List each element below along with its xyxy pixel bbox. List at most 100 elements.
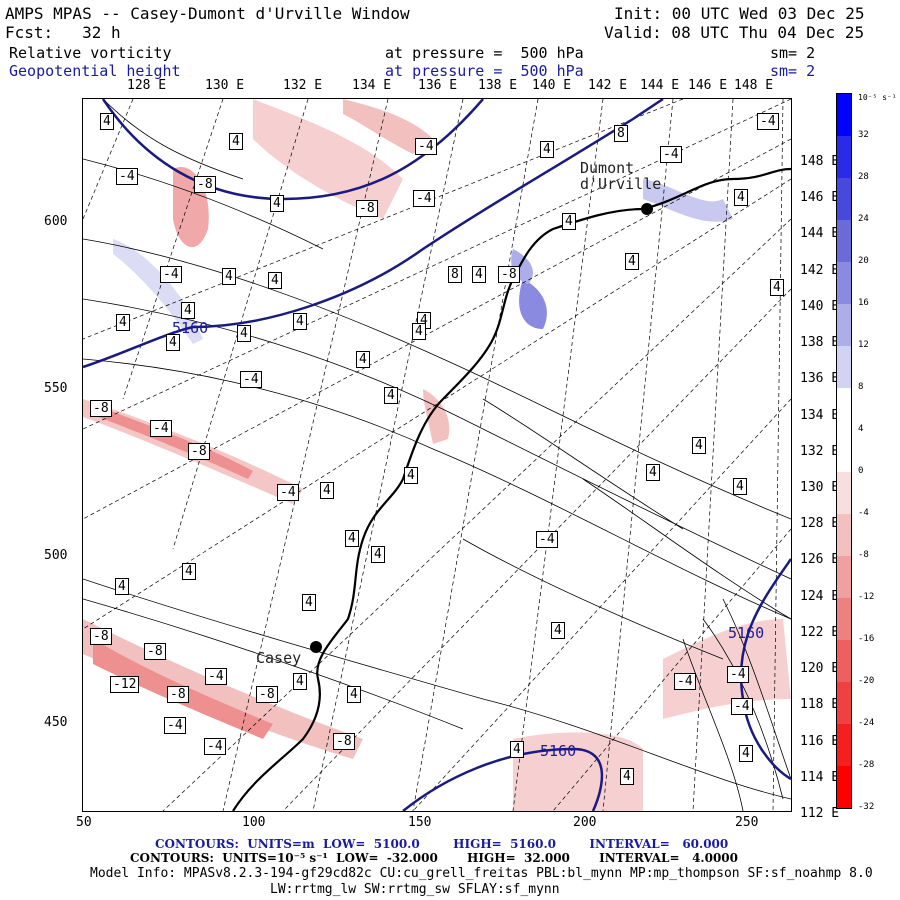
right-lon-label: 126 E [800,552,840,567]
vorticity-contour-label: 4 [222,268,236,285]
vorticity-contour-label: 4 [237,325,251,342]
top-lon-label: 138 E [478,78,518,93]
colorbar-tick-label: 0 [858,466,864,476]
vorticity-contour-label: -4 [277,484,299,501]
vorticity-contour-label: -4 [674,673,696,690]
vorticity-contour-label: 4 [770,279,784,296]
footer-model-info: Model Info: MPASv8.2.3-194-gf29cd82c CU:… [90,866,873,881]
vorticity-contour-label: 4 [302,594,316,611]
vorticity-contour-label: 4 [371,546,385,563]
top-lon-label: 128 E [127,78,167,93]
top-lon-label: 134 E [352,78,392,93]
vorticity-contour-label: -4 [240,371,262,388]
colorbar-tick-label: -4 [858,508,869,518]
x-tick-label: 250 [735,815,759,830]
colorbar-tick-label: 12 [858,340,869,350]
right-lon-label: 138 E [800,335,840,350]
right-lon-label: 122 E [800,625,840,640]
vorticity-contour-label: 4 [293,313,307,330]
colorbar-segment [837,724,851,766]
vorticity-contour-label: 4 [692,437,706,454]
vorticity-contour-label: 4 [412,323,426,340]
colorbar-segment [837,262,851,304]
colorbar-tick-label: 28 [858,172,869,182]
vorticity-contour-label: 4 [540,141,554,158]
colorbar-segment [837,136,851,178]
vorticity-contour-label: 4 [510,741,524,758]
vorticity-contour-label: -4 [205,668,227,685]
x-tick-label: 150 [408,815,432,830]
geopotential-contour-label: 5160 [540,742,577,760]
right-lon-label: 114 E [800,770,840,785]
top-lon-label: 144 E [640,78,680,93]
colorbar-tick-label: -16 [858,634,875,644]
colorbar-segment [837,346,851,388]
colorbar-segment [837,304,851,346]
vorticity-contour-label: -4 [150,420,172,437]
dumont-durville-label: Dumont d'Urville [580,159,662,193]
field1-name: Relative vorticity [9,44,172,62]
vorticity-contour-label: -4 [660,146,682,163]
right-lon-label: 132 E [800,444,840,459]
colorbar-segment [837,766,851,808]
geopotential-contour-label: 5160 [172,319,209,337]
vorticity-contour-label: 4 [181,302,195,319]
vorticity-contour-label: -4 [413,190,435,207]
right-lon-label: 118 E [800,697,840,712]
colorbar-segment [837,598,851,640]
field2-name: Geopotential height [9,62,181,80]
forecast-hour: Fcst: 32 h [5,23,121,42]
colorbar-segment [837,430,851,472]
init-time: Init: 00 UTC Wed 03 Dec 25 [614,4,865,23]
vorticity-contour-label: 4 [229,133,243,150]
vorticity-contour-label: 4 [116,314,130,331]
field1-level: at pressure = 500 hPa [385,44,584,62]
vorticity-contour-label: 4 [347,686,361,703]
vorticity-contour-label: 8 [448,266,462,283]
vorticity-contour-label: 4 [472,266,486,283]
vorticity-contours [83,99,791,811]
vorticity-contour-label: 4 [620,768,634,785]
vorticity-contour-label: -8 [256,686,278,703]
map-plot-area [82,98,792,812]
vorticity-contour-label: 4 [166,334,180,351]
colorbar [836,93,852,809]
vorticity-contour-label: -8 [90,628,112,645]
top-lon-label: 130 E [205,78,245,93]
colorbar-tick-label: -8 [858,550,869,560]
field2-level: at pressure = 500 hPa [385,62,584,80]
right-lon-label: 148 E [800,154,840,169]
colorbar-segment [837,682,851,724]
field2-smoothing: sm= 2 [770,62,816,80]
vorticity-contour-label: -12 [110,676,140,693]
casey-station-marker [310,641,322,653]
top-lon-label: 140 E [532,78,572,93]
right-lon-label: 144 E [800,226,840,241]
vorticity-contour-label: -4 [731,698,753,715]
vorticity-contour-label: 4 [270,195,284,212]
colorbar-tick-label: 20 [858,256,869,266]
right-lon-label: 142 E [800,263,840,278]
colorbar-segment [837,220,851,262]
y-tick-label: 550 [44,381,68,396]
right-lon-label: 124 E [800,589,840,604]
right-lon-label: 120 E [800,661,840,676]
field1-smoothing: sm= 2 [770,44,816,62]
vorticity-contour-label: 4 [356,351,370,368]
vorticity-contour-label: 4 [115,578,129,595]
valid-time: Valid: 08 UTC Thu 04 Dec 25 [604,23,865,42]
vorticity-contour-label: -4 [415,138,437,155]
vorticity-contour-label: -8 [90,400,112,417]
colorbar-unit: 10⁻⁵ s⁻¹ [858,93,897,102]
footer-model-info-2: LW:rrtmg_lw SW:rrtmg_sw SFLAY:sf_mynn [270,882,560,897]
colorbar-tick-label: 4 [858,424,864,434]
vorticity-contour-label: -4 [536,531,558,548]
right-lon-label: 134 E [800,408,840,423]
footer-vort-contours: CONTOURS: UNITS=10⁻⁵ s⁻¹ LOW= -32.000 HI… [130,851,738,865]
right-lon-label: 136 E [800,371,840,386]
geopotential-contour-label: 5160 [728,624,765,642]
vorticity-contour-label: 4 [562,213,576,230]
top-lon-label: 142 E [588,78,628,93]
vorticity-contour-label: -4 [116,168,138,185]
vorticity-contour-label: -4 [757,113,779,130]
